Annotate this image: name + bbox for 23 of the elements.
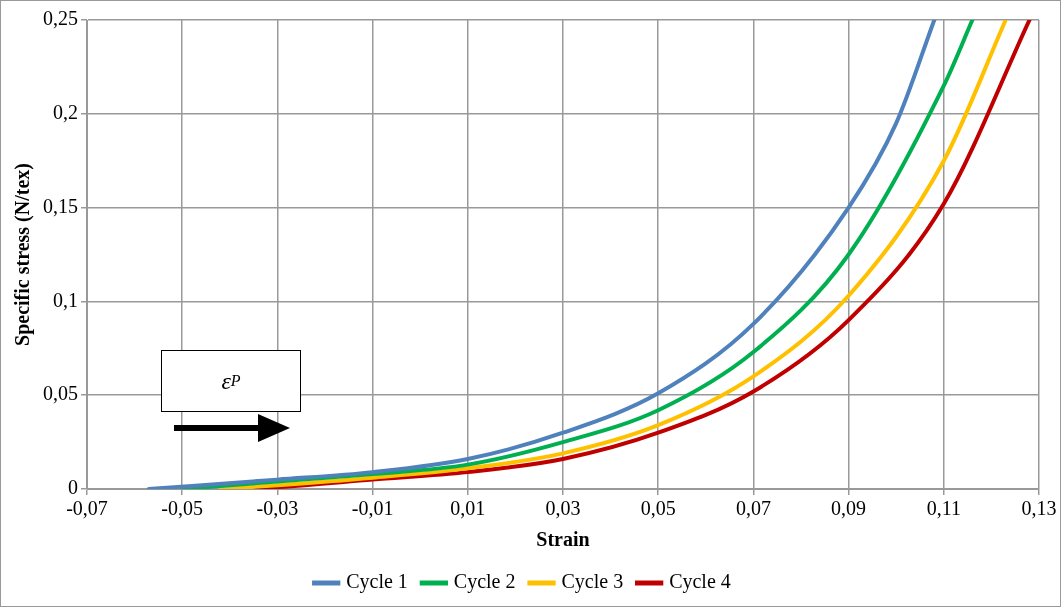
x-tick-label: 0,03 [545,497,581,520]
x-tick-label: 0,11 [926,497,961,520]
x-tick-label: -0,03 [256,497,299,520]
x-tick-label: 0,07 [735,497,771,520]
y-axis-title: Specific stress (N/tex) [11,163,35,346]
x-tick-label: 0,05 [640,497,676,520]
x-tick-label: -0,05 [161,497,204,520]
x-tick-label: -0,07 [66,497,108,520]
y-tick-label: 0 [68,476,78,499]
y-tick-label: 0,25 [43,7,78,30]
y-tick-label: 0,15 [43,194,78,217]
x-axis-title: Strain [536,528,590,551]
y-tick-label: 0,2 [53,101,78,124]
legend-label: Cycle 2 [453,570,516,594]
legend-label: Cycle 1 [346,570,408,594]
legend-label: Cycle 4 [669,570,731,594]
x-tick-label: 0,13 [1021,497,1057,520]
y-tick-label: 0,05 [43,382,78,405]
x-tick-label: 0,09 [831,497,867,520]
y-tick-label: 0,1 [53,288,78,311]
x-tick-label: -0,01 [351,497,394,520]
x-tick-label: 0,01 [450,497,486,520]
legend-label: Cycle 3 [561,570,624,594]
